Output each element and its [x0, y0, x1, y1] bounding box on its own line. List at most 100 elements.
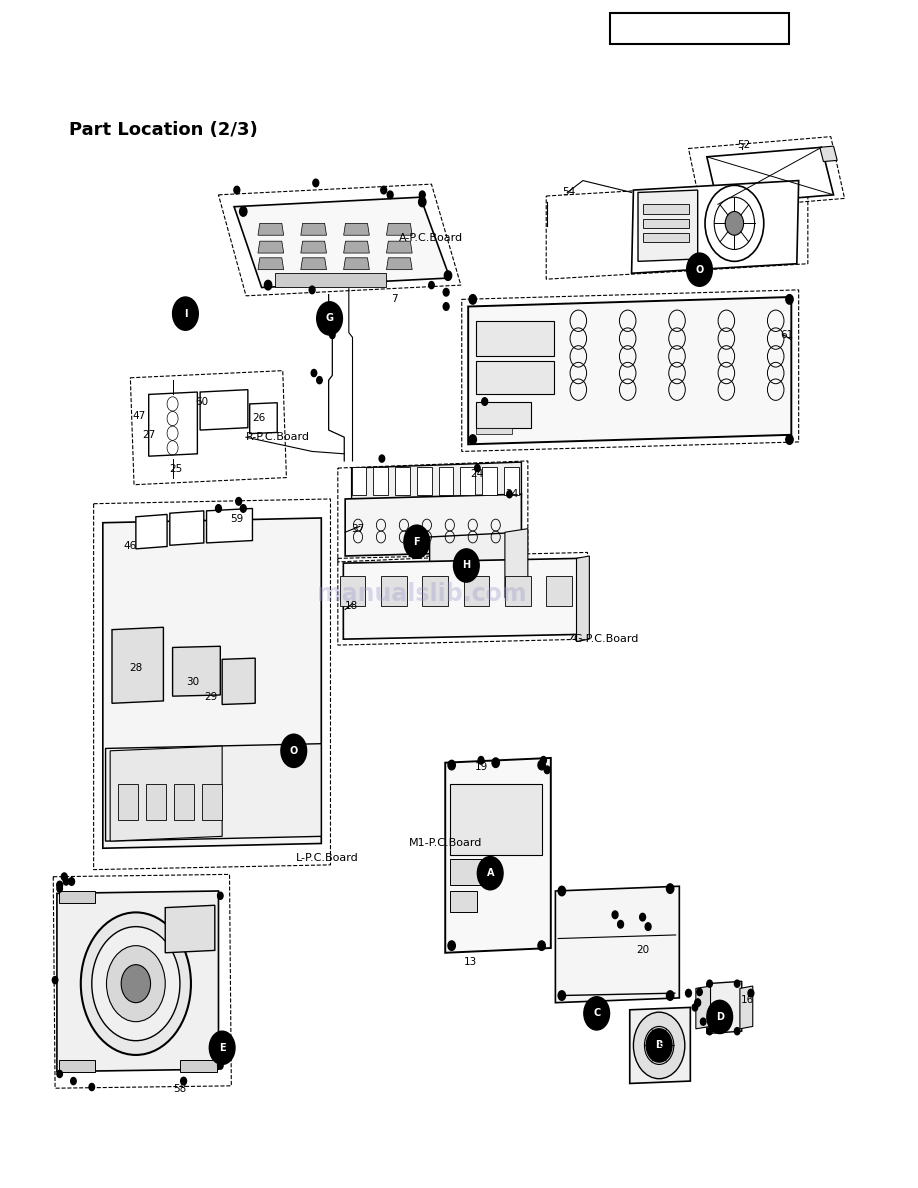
- Text: H: H: [463, 561, 470, 570]
- Polygon shape: [106, 744, 321, 841]
- Polygon shape: [103, 518, 321, 848]
- Circle shape: [379, 455, 385, 462]
- Circle shape: [181, 1078, 186, 1085]
- Text: M1-P.C.Board: M1-P.C.Board: [409, 839, 482, 848]
- Polygon shape: [170, 511, 204, 545]
- Circle shape: [234, 187, 240, 194]
- Text: 13: 13: [464, 958, 476, 967]
- Circle shape: [317, 302, 342, 335]
- Circle shape: [707, 1000, 733, 1034]
- Bar: [476, 321, 554, 356]
- Circle shape: [640, 914, 645, 921]
- Bar: [395, 467, 409, 495]
- Text: O: O: [290, 746, 297, 756]
- Bar: [275, 273, 386, 287]
- Bar: [381, 576, 407, 606]
- Polygon shape: [222, 658, 255, 704]
- Circle shape: [92, 927, 180, 1041]
- Circle shape: [121, 965, 151, 1003]
- Circle shape: [311, 369, 317, 377]
- Circle shape: [612, 911, 618, 918]
- Polygon shape: [112, 627, 163, 703]
- Circle shape: [558, 991, 565, 1000]
- Text: 59: 59: [230, 514, 243, 524]
- Polygon shape: [343, 223, 369, 235]
- Bar: [180, 1060, 217, 1072]
- Text: O: O: [696, 265, 703, 274]
- Polygon shape: [207, 508, 252, 543]
- Polygon shape: [630, 1007, 690, 1083]
- Polygon shape: [445, 758, 551, 953]
- Polygon shape: [57, 891, 218, 1072]
- Text: Part Location (2/3): Part Location (2/3): [69, 121, 258, 139]
- Text: 30: 30: [186, 677, 199, 687]
- Text: R-P.C.Board: R-P.C.Board: [246, 432, 310, 442]
- Bar: [174, 784, 194, 820]
- Circle shape: [240, 207, 247, 216]
- Circle shape: [281, 734, 307, 767]
- Bar: [340, 576, 365, 606]
- Circle shape: [707, 1028, 712, 1035]
- Polygon shape: [386, 223, 412, 235]
- Polygon shape: [707, 981, 742, 1034]
- Circle shape: [209, 1031, 235, 1064]
- Circle shape: [584, 997, 610, 1030]
- Circle shape: [52, 977, 58, 984]
- Bar: [461, 467, 476, 495]
- Circle shape: [448, 760, 455, 770]
- Polygon shape: [707, 147, 834, 204]
- Circle shape: [443, 289, 449, 296]
- Polygon shape: [352, 462, 521, 501]
- Bar: [450, 859, 494, 885]
- Polygon shape: [577, 556, 589, 642]
- Circle shape: [453, 549, 479, 582]
- Circle shape: [57, 1070, 62, 1078]
- Circle shape: [448, 941, 455, 950]
- Circle shape: [81, 912, 191, 1055]
- Text: E: E: [218, 1043, 226, 1053]
- Polygon shape: [740, 986, 753, 1029]
- Bar: [482, 467, 497, 495]
- Bar: [59, 891, 95, 903]
- Polygon shape: [555, 886, 679, 1003]
- Text: 27: 27: [142, 430, 155, 440]
- Text: 61: 61: [780, 330, 793, 340]
- Text: 24: 24: [506, 489, 519, 499]
- Circle shape: [653, 1037, 666, 1054]
- Text: 37: 37: [352, 524, 364, 533]
- Text: 5: 5: [657, 1043, 665, 1053]
- Circle shape: [313, 179, 319, 187]
- Bar: [146, 784, 166, 820]
- Circle shape: [687, 253, 712, 286]
- Bar: [417, 467, 431, 495]
- Circle shape: [477, 857, 503, 890]
- Text: 29: 29: [205, 693, 218, 702]
- Bar: [59, 1060, 95, 1072]
- Circle shape: [734, 980, 740, 987]
- Circle shape: [216, 505, 221, 512]
- Text: 60: 60: [196, 397, 208, 406]
- Polygon shape: [343, 241, 369, 253]
- Bar: [610, 13, 789, 44]
- Circle shape: [330, 331, 335, 339]
- Circle shape: [106, 946, 165, 1022]
- Circle shape: [707, 980, 712, 987]
- Circle shape: [666, 884, 674, 893]
- Circle shape: [387, 191, 393, 198]
- Bar: [643, 204, 688, 214]
- Bar: [202, 784, 222, 820]
- Text: F: F: [413, 537, 420, 546]
- Bar: [450, 784, 542, 855]
- Polygon shape: [632, 181, 799, 273]
- Circle shape: [644, 1026, 674, 1064]
- Polygon shape: [136, 514, 167, 549]
- Circle shape: [419, 197, 426, 207]
- Circle shape: [264, 280, 272, 290]
- Circle shape: [218, 1062, 223, 1069]
- Circle shape: [62, 873, 67, 880]
- Circle shape: [69, 878, 74, 885]
- Polygon shape: [386, 258, 412, 270]
- Text: 26: 26: [252, 413, 265, 423]
- Polygon shape: [301, 241, 327, 253]
- Circle shape: [507, 491, 512, 498]
